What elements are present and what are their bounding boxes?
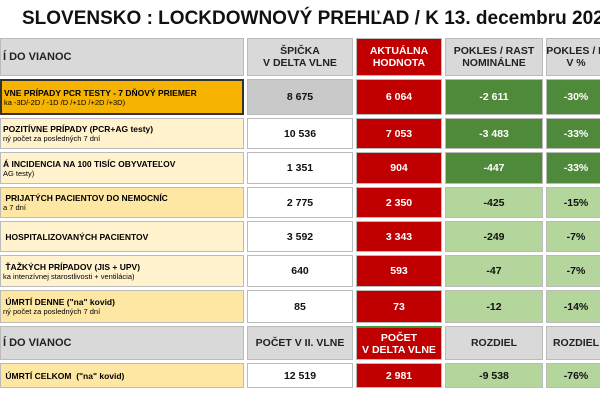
row-label: ÚMRTÍ CELKOM ("na" kovid) [0,363,244,388]
value-cell: 3 343 [356,221,442,252]
header-cell: ROZDIEL [445,326,543,360]
label-text: POZITÍVNE PRÍPADY (PCR+AG testy) [3,124,154,134]
label-sub: ný počet za posledných 7 dní [3,134,101,143]
value-cell: -7% [546,221,600,252]
row-label: PRIJATÝCH PACIENTOV DO NEMOCNÍC a 7 dní [0,187,244,218]
value-cell: 2 350 [356,187,442,218]
title: SLOVENSKO : LOCKDOWNOVÝ PREHĽAD / K 13. … [22,8,600,29]
header-cell: POČET V II. VLNE [247,326,353,360]
value-cell: 7 053 [356,118,442,149]
value-cell: -9 538 [445,363,543,388]
value-cell: 1 351 [247,152,353,184]
label-sub: AG testy) [3,168,35,178]
value-cell: 8 675 [247,79,353,115]
row-label: Á INCIDENCIA NA 100 TISÍC OBYVATEĽOV AG t… [0,152,244,184]
value-cell: 10 536 [247,118,353,149]
header-cell: Í DO VIANOC [0,326,244,360]
value-cell: 640 [247,255,353,287]
header-cell: ROZDIEL [546,326,600,360]
value-cell: 85 [247,290,353,323]
label-text: VNE PRÍPADY PCR TESTY - 7 DŇOVÝ PRIEMER [4,87,197,98]
row-label: POZITÍVNE PRÍPADY (PCR+AG testy) ný počet… [0,118,244,149]
label-sub: ka intenzívnej starostlivosti + ventilác… [3,271,135,281]
value-cell: 904 [356,152,442,184]
value-cell: -30% [546,79,600,115]
label-text: ÚMRTÍ DENNE ("na" kovid) [3,297,115,307]
value-cell: -33% [546,118,600,149]
value-cell: 593 [356,255,442,287]
header-cell: POČET V DELTA VLNE [356,326,442,360]
label-text: ŤAŽKÝCH PRÍPADOV (JIS + UPV) [3,261,141,272]
header-cell: AKTUÁLNA HODNOTA [356,38,442,76]
value-cell: -14% [546,290,600,323]
value-cell: 2 981 [356,363,442,388]
value-cell: -7% [546,255,600,287]
value-cell: -3 483 [445,118,543,149]
row-label: ÚMRTÍ DENNE ("na" kovid) ný počet za posl… [0,290,244,323]
value-cell: 6 064 [356,79,442,115]
value-cell: 73 [356,290,442,323]
summary-table: Í DO VIANOC ŠPIČKA V DELTA VLNE AKTUÁLNA H… [0,38,600,388]
value-cell: -2 611 [445,79,543,115]
value-cell: -33% [546,152,600,184]
header-cell: Í DO VIANOC [0,38,244,76]
row-label: HOSPITALIZOVANÝCH PACIENTOV [0,221,244,252]
value-cell: 12 519 [247,363,353,388]
value-cell: -76% [546,363,600,388]
header-cell: POKLES / R V % [546,38,600,76]
value-cell: -425 [445,187,543,218]
label-text: HOSPITALIZOVANÝCH PACIENTOV [3,231,149,242]
value-cell: -47 [445,255,543,287]
label-sub: a 7 dní [3,203,26,212]
header-cell: ŠPIČKA V DELTA VLNE [247,38,353,76]
label-text: Á INCIDENCIA NA 100 TISÍC OBYVATEĽOV [3,158,176,169]
header-cell: POKLES / RAST NOMINÁLNE [445,38,543,76]
value-cell: 3 592 [247,221,353,252]
value-cell: -15% [546,187,600,218]
row-label: ŤAŽKÝCH PRÍPADOV (JIS + UPV) ka intenzívn… [0,255,244,287]
value-cell: 2 775 [247,187,353,218]
value-cell: -447 [445,152,543,184]
value-cell: -12 [445,290,543,323]
row-label: VNE PRÍPADY PCR TESTY - 7 DŇOVÝ PRIEMER k… [0,79,244,115]
label-sub: ka -3D/-2D / -1D /D /+1D /+2D /+3D) [4,97,126,107]
label-text: ÚMRTÍ CELKOM ("na" kovid) [3,370,125,381]
label-sub: ný počet za posledných 7 dní [3,307,101,316]
label-text: PRIJATÝCH PACIENTOV DO NEMOCNÍC [3,193,168,203]
value-cell: -249 [445,221,543,252]
